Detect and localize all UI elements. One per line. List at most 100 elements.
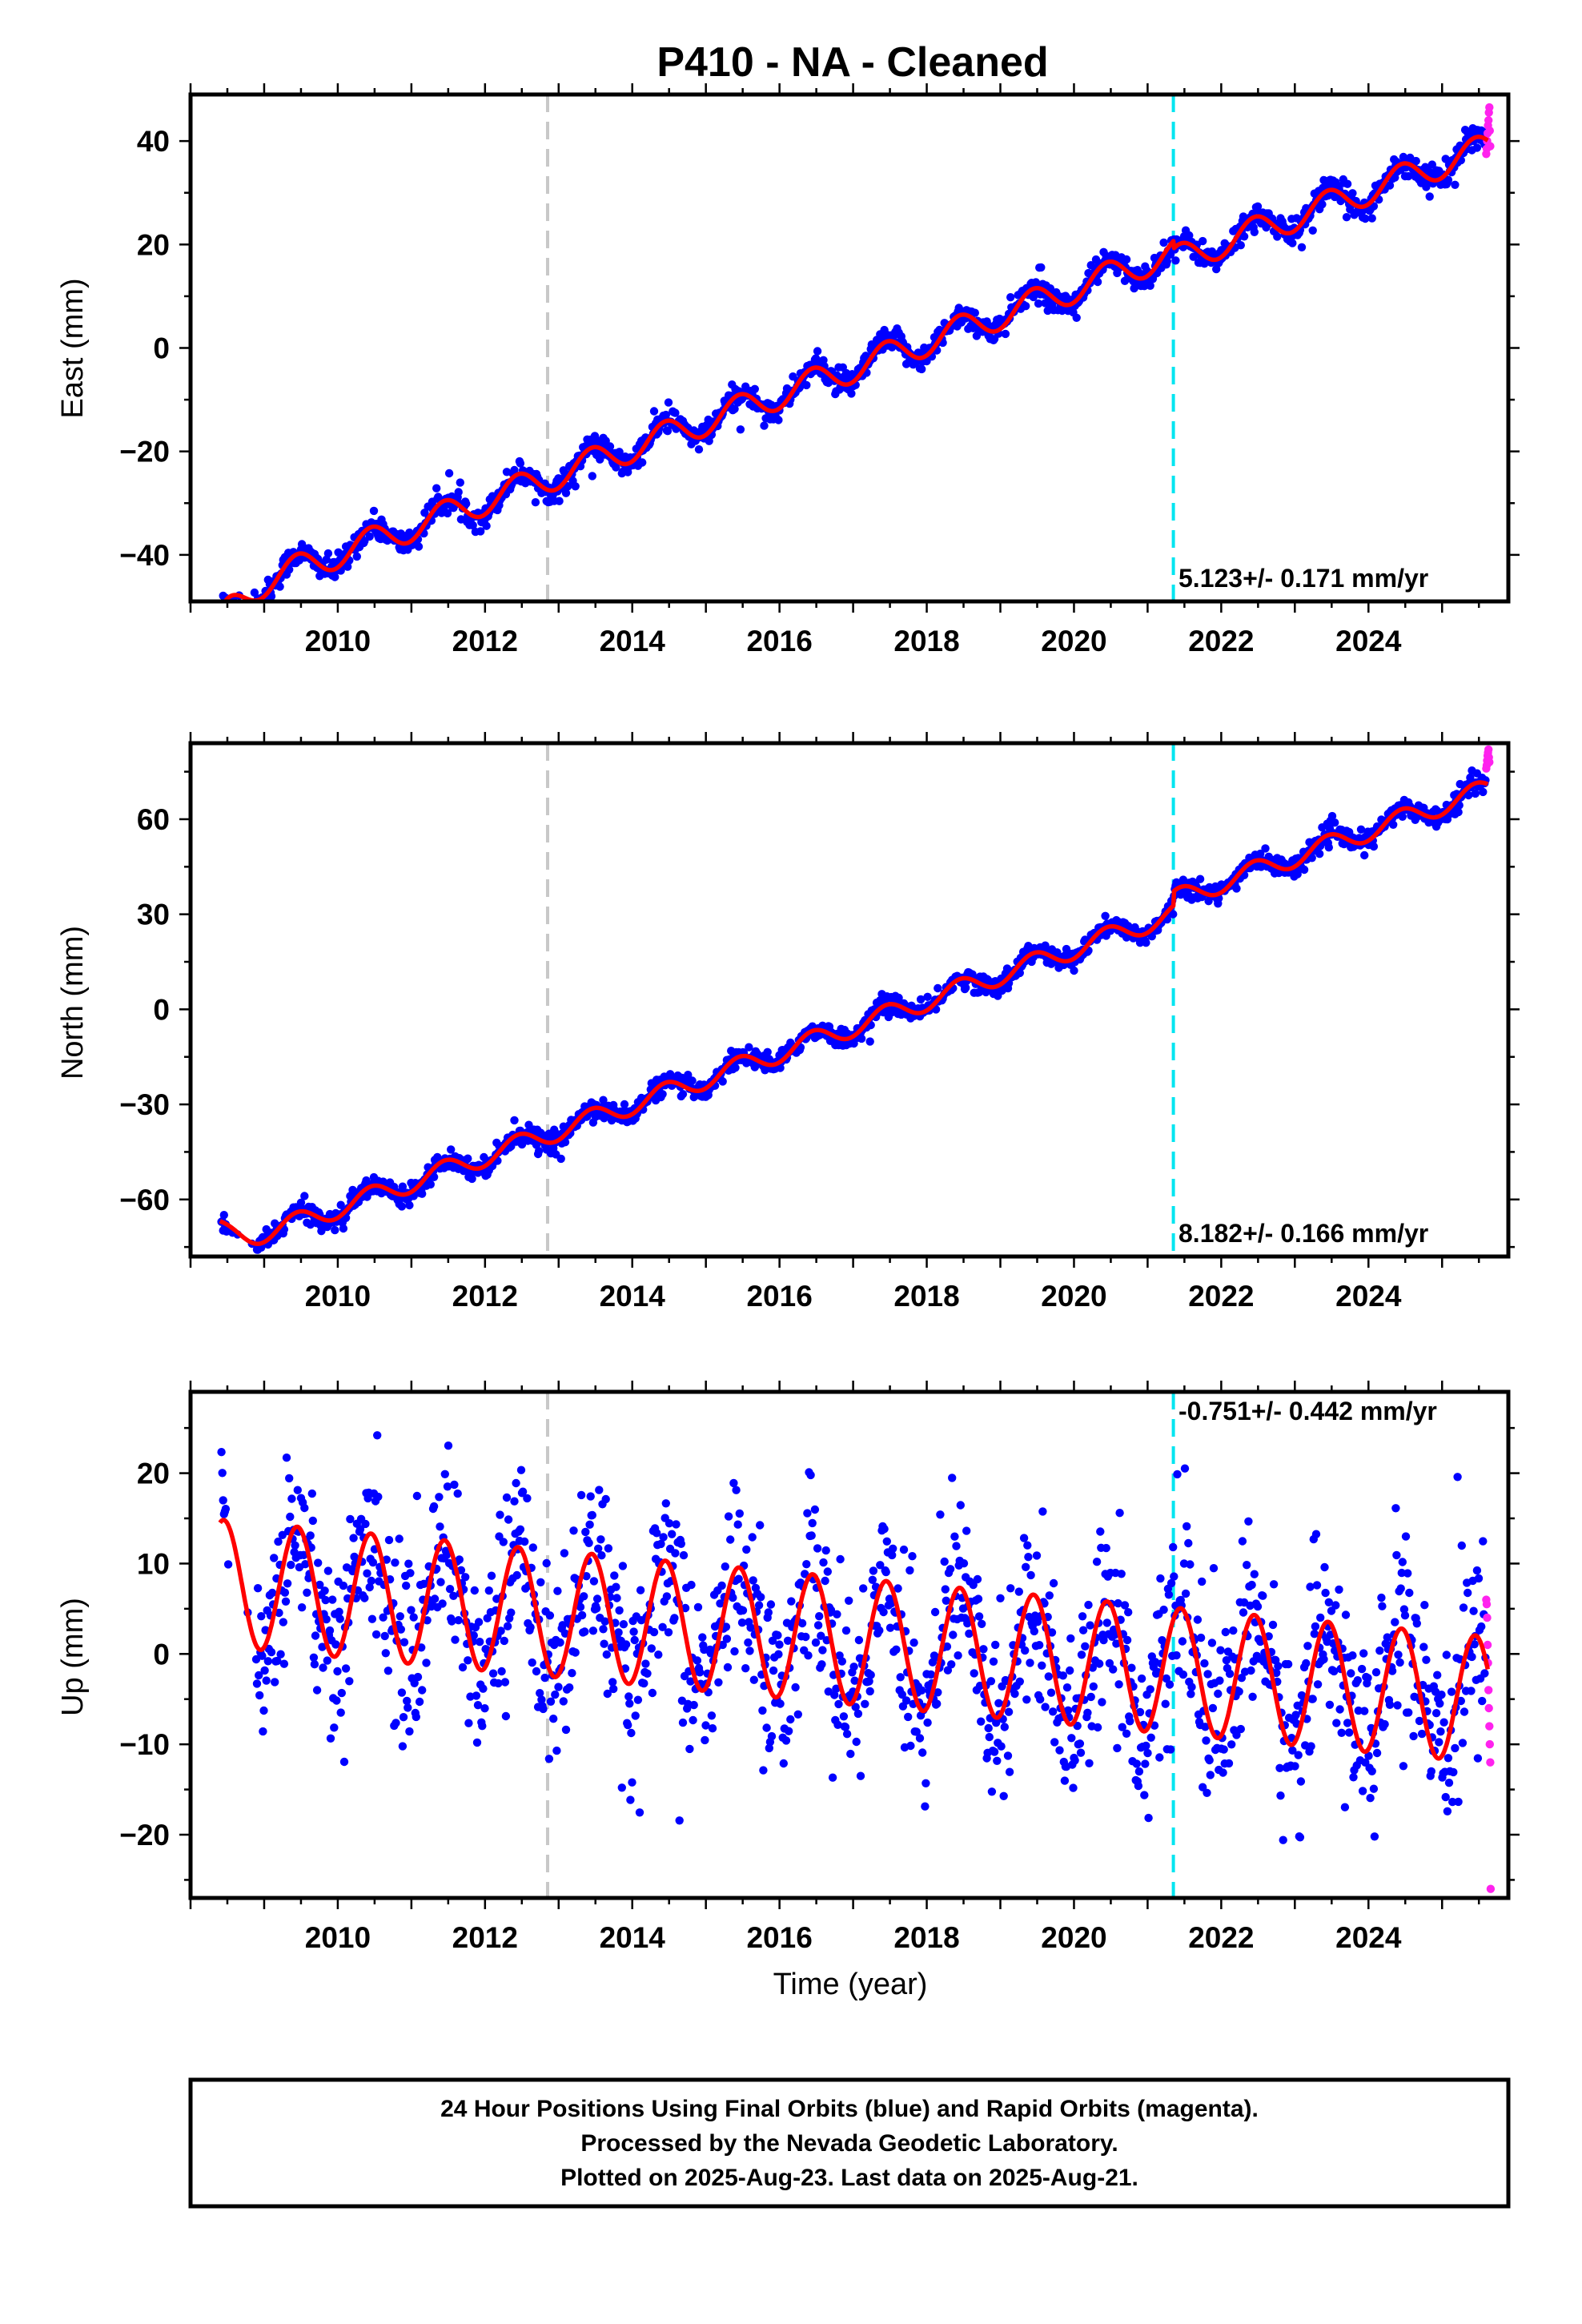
north-y-tick-label: −30: [119, 1088, 170, 1121]
up-point: [1003, 1751, 1013, 1760]
north-point: [1195, 875, 1205, 883]
up-point: [497, 1667, 506, 1676]
up-point: [361, 1519, 370, 1529]
up-panel: Up (mm) -0.751+/- 0.442 mm/yr Time (year…: [56, 1381, 1520, 2001]
up-point: [323, 1566, 333, 1575]
up-point: [1269, 1580, 1279, 1589]
east-point: [736, 425, 745, 434]
up-point: [974, 1612, 984, 1621]
east-point: [664, 398, 673, 407]
up-point: [765, 1743, 773, 1753]
up-point: [1325, 1700, 1335, 1709]
up-point: [255, 1691, 264, 1700]
up-point: [585, 1520, 594, 1530]
up-point: [1227, 1740, 1236, 1749]
up-point: [469, 1631, 478, 1640]
east-point: [454, 488, 463, 497]
north-point: [336, 1200, 345, 1209]
up-point: [1127, 1663, 1136, 1672]
north-point: [560, 1138, 570, 1147]
up-point: [1247, 1580, 1256, 1590]
up-point: [1377, 1593, 1386, 1602]
up-point: [1015, 1677, 1025, 1686]
up-point: [722, 1634, 732, 1643]
up-point: [912, 1727, 921, 1736]
up-point: [624, 1720, 632, 1730]
up-point: [306, 1531, 315, 1540]
up-point: [537, 1695, 546, 1704]
north-point: [974, 987, 984, 997]
up-point: [757, 1593, 765, 1602]
east-point: [516, 459, 525, 468]
up-point: [721, 1562, 729, 1571]
north-point: [745, 1043, 753, 1051]
north-model-line: [218, 780, 1490, 1246]
up-point: [1060, 1776, 1070, 1785]
up-point: [1412, 1619, 1422, 1628]
up-y-tick-label: 10: [137, 1547, 170, 1580]
north-point: [923, 992, 932, 1002]
up-point: [273, 1656, 282, 1666]
north-point: [398, 1182, 408, 1191]
up-point: [1294, 1751, 1303, 1759]
up-point: [1473, 1754, 1483, 1763]
up-point: [435, 1493, 444, 1502]
up-point: [307, 1489, 316, 1498]
north-x-tick-label: 2012: [452, 1280, 518, 1313]
up-point: [536, 1578, 545, 1587]
up-point: [1178, 1637, 1187, 1646]
up-point: [733, 1520, 742, 1529]
up-point: [973, 1574, 982, 1584]
up-point: [391, 1719, 400, 1727]
up-point: [1312, 1581, 1322, 1590]
up-point: [596, 1535, 605, 1544]
up-point: [1443, 1754, 1453, 1763]
up-point: [813, 1621, 823, 1630]
up-point: [1391, 1504, 1400, 1513]
up-point: [1112, 1639, 1121, 1648]
east-point: [1162, 257, 1172, 266]
up-point: [319, 1663, 327, 1672]
north-point: [1015, 968, 1025, 978]
up-point: [928, 1658, 938, 1667]
up-point: [1166, 1578, 1176, 1588]
up-point: [1340, 1803, 1350, 1811]
up-point: [899, 1545, 909, 1554]
up-point: [504, 1515, 513, 1524]
up-point: [1146, 1733, 1155, 1742]
east-y-tick-label: −20: [119, 436, 170, 468]
north-rapid-point: [1485, 758, 1494, 766]
up-y-tick-label: 0: [153, 1638, 170, 1671]
up-point: [1302, 1659, 1311, 1668]
up-point: [1436, 1727, 1445, 1736]
up-point: [921, 1779, 930, 1787]
up-point: [1166, 1745, 1175, 1754]
up-point: [341, 1664, 351, 1673]
north-point: [1471, 789, 1480, 798]
east-point: [1022, 302, 1030, 311]
up-point: [300, 1503, 309, 1513]
up-point: [262, 1676, 271, 1685]
east-y-tick-label: 40: [137, 125, 170, 158]
up-point: [1401, 1532, 1411, 1541]
up-point: [1207, 1638, 1217, 1647]
up-point: [1141, 1759, 1150, 1768]
up-model-line: [218, 1518, 1490, 1761]
up-point: [797, 1618, 807, 1628]
up-point: [861, 1699, 869, 1708]
east-panel: East (mm) 5.123+/- 0.171 mm/yr 2010 2012 2…: [56, 83, 1520, 657]
east-point: [1185, 231, 1194, 240]
up-point: [1048, 1707, 1058, 1716]
up-point: [1026, 1659, 1034, 1667]
up-point: [1165, 1680, 1174, 1689]
up-point: [786, 1715, 795, 1724]
up-point: [321, 1595, 330, 1605]
north-point: [1455, 801, 1464, 810]
up-point: [965, 1629, 974, 1638]
north-x-tick-label: 2024: [1335, 1280, 1402, 1313]
up-point: [1044, 1672, 1054, 1681]
up-point: [576, 1490, 586, 1500]
up-point: [1409, 1731, 1418, 1741]
up-point: [337, 1688, 346, 1698]
up-point: [969, 1580, 978, 1590]
